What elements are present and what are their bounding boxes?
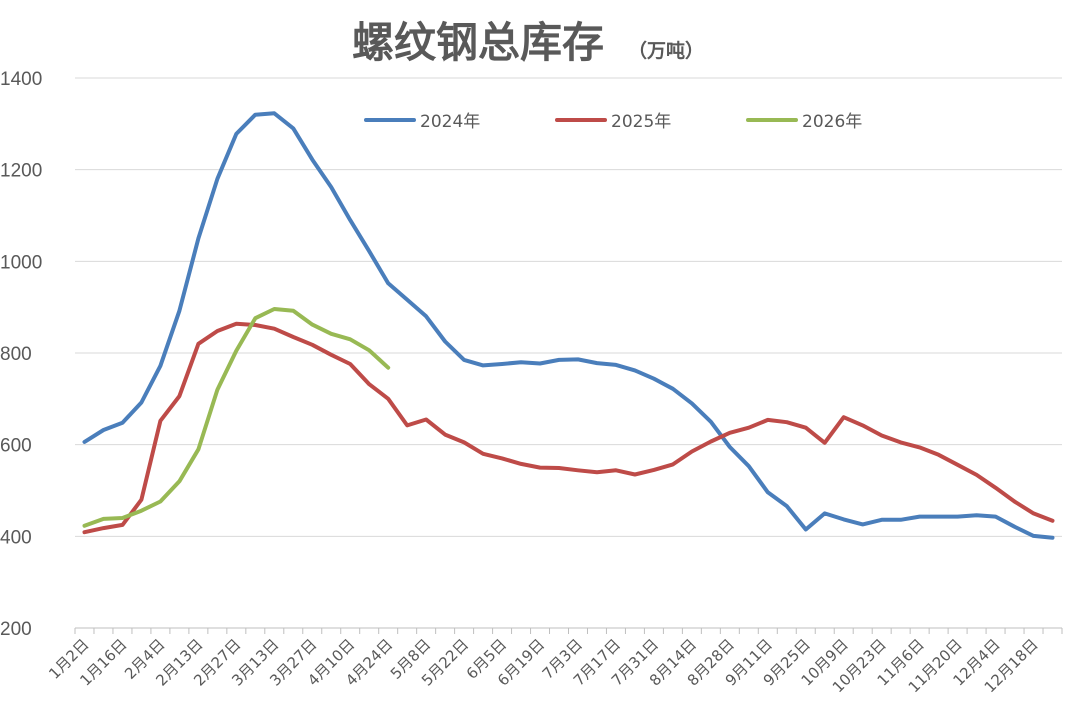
chart-title: 螺纹钢总库存 （万吨） (352, 18, 704, 67)
x-axis: 1月2日1月16日2月4日2月13日2月27日3月13日3月27日4月10日4月… (45, 628, 1063, 696)
series-line-2024年 (82, 111, 1055, 540)
y-tick-label-1200: 1200 (0, 161, 42, 182)
series-lines (82, 111, 1055, 540)
y-tick-label-1400: 1400 (0, 69, 42, 90)
y-tick-label-800: 800 (0, 344, 32, 365)
legend-label-2024年: 2024年 (420, 112, 480, 132)
chart-title-unit: （万吨） (628, 39, 704, 62)
y-axis: 200 400 600 800 1000 1200 1400 (0, 69, 42, 640)
gridlines (75, 77, 1062, 629)
legend-item-2026年: 2026年 (746, 112, 862, 132)
y-tick-label-200: 200 (0, 619, 32, 640)
y-tick-label-600: 600 (0, 436, 32, 457)
legend: 2024年 2025年 2026年 (364, 112, 862, 132)
series-line-2025年 (82, 321, 1055, 535)
y-tick-label-1000: 1000 (0, 252, 42, 273)
series-line-2026年 (82, 307, 391, 528)
legend-label-2026年: 2026年 (802, 112, 862, 132)
legend-item-2024年: 2024年 (364, 112, 480, 132)
legend-item-2025年: 2025年 (555, 112, 671, 132)
y-tick-label-400: 400 (0, 527, 32, 548)
chart-title-main: 螺纹钢总库存 (352, 18, 604, 67)
legend-label-2025年: 2025年 (611, 112, 671, 132)
